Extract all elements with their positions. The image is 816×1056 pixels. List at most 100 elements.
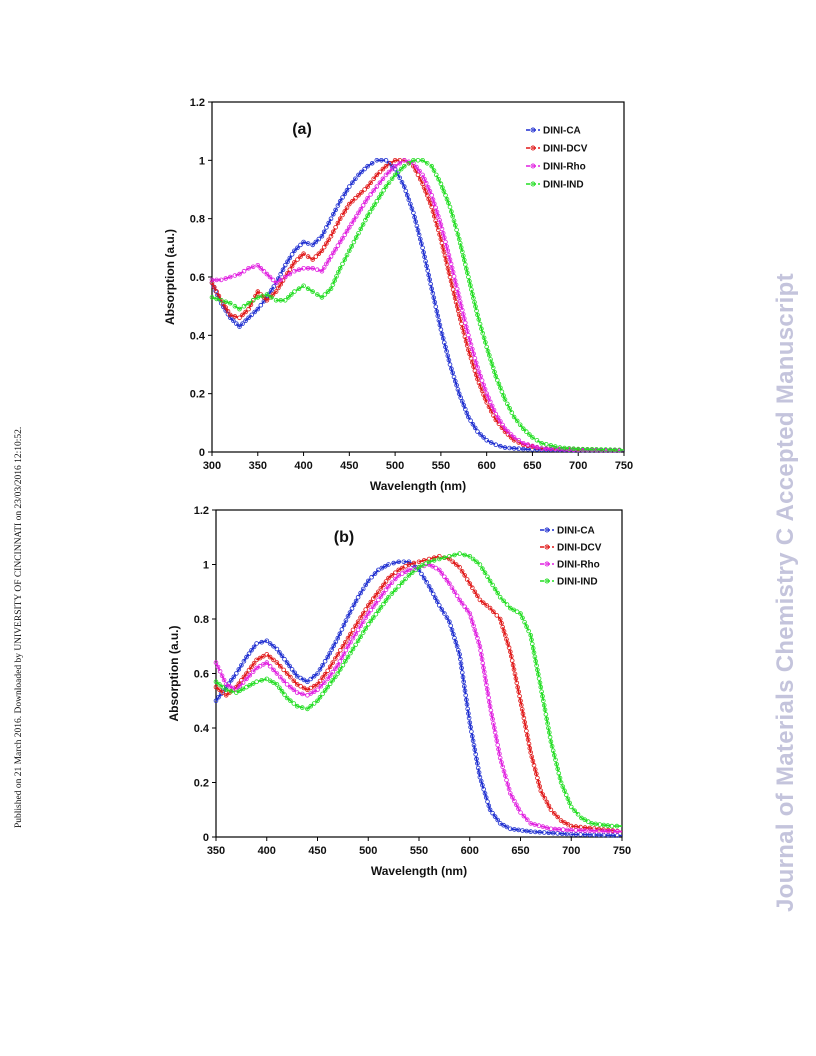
data-point: [258, 302, 264, 308]
data-point: [472, 368, 478, 374]
data-point: [610, 828, 616, 834]
data-point: [353, 214, 359, 219]
data-point: [413, 567, 418, 573]
data-point: [483, 340, 488, 345]
data-point: [480, 566, 485, 571]
data-point: [322, 688, 328, 693]
data-point: [322, 658, 328, 664]
data-point: [470, 556, 476, 562]
data-point: [488, 708, 494, 713]
data-point: [274, 671, 280, 676]
data-point: [490, 716, 495, 722]
data-point: [478, 648, 483, 653]
panel-label: (b): [334, 529, 354, 546]
data-point: [377, 180, 383, 185]
data-point: [538, 684, 544, 690]
data-point: [509, 658, 515, 663]
data-point: [475, 765, 481, 771]
data-point: [439, 571, 445, 576]
data-point: [254, 665, 259, 671]
data-point: [402, 158, 407, 163]
data-point: [544, 716, 550, 722]
data-point: [464, 702, 470, 707]
data-point: [505, 641, 511, 646]
data-point: [501, 393, 506, 398]
data-point: [337, 216, 343, 221]
data-point: [447, 556, 452, 562]
data-point: [216, 695, 221, 700]
data-point: [349, 244, 354, 249]
data-point: [466, 333, 471, 338]
data-point: [322, 671, 328, 677]
data-point: [486, 803, 492, 809]
data-point: [438, 222, 444, 227]
data-point: [481, 435, 486, 440]
data-point: [437, 322, 443, 328]
data-point: [368, 618, 374, 624]
data-point: [288, 684, 293, 690]
data-point: [430, 290, 436, 296]
data-point: [360, 586, 366, 592]
data-point: [403, 564, 408, 569]
data-point: [508, 432, 514, 437]
data-point: [366, 578, 371, 584]
x-tick-label: 750: [613, 845, 631, 857]
data-point: [397, 161, 403, 166]
data-point: [316, 251, 322, 257]
data-point: [301, 283, 306, 289]
data-point: [467, 611, 473, 616]
data-point: [601, 828, 606, 834]
data-point: [478, 778, 484, 784]
data-point: [282, 656, 287, 662]
data-point: [426, 584, 432, 589]
data-point: [444, 196, 450, 202]
data-point: [422, 254, 427, 260]
data-point: [240, 321, 245, 327]
data-point: [344, 228, 350, 234]
data-point: [340, 261, 345, 267]
data-point: [280, 267, 286, 273]
data-point: [544, 799, 550, 805]
data-point: [434, 209, 440, 215]
data-point: [353, 623, 358, 629]
data-point: [429, 286, 435, 292]
data-point: [376, 589, 381, 595]
x-tick-label: 550: [410, 845, 428, 857]
data-point: [271, 284, 277, 289]
data-point: [247, 673, 253, 678]
data-point: [399, 179, 405, 185]
data-point: [383, 587, 389, 592]
data-point: [491, 413, 496, 418]
data-point: [343, 618, 349, 623]
data-point: [459, 601, 465, 606]
data-point: [528, 829, 534, 834]
data-point: [528, 750, 534, 755]
data-point: [562, 445, 567, 451]
data-point: [258, 266, 264, 271]
data-point: [347, 610, 353, 615]
data-point: [237, 324, 242, 329]
x-axis-label: Wavelength (nm): [370, 479, 466, 493]
data-point: [445, 248, 451, 254]
data-point: [420, 245, 425, 251]
data-point: [483, 678, 489, 683]
data-point: [386, 169, 392, 175]
data-point: [468, 615, 474, 620]
data-point: [250, 681, 256, 686]
data-point: [596, 826, 602, 832]
data-point: [493, 442, 499, 448]
data-point: [396, 573, 402, 578]
data-point: [368, 607, 374, 613]
data-point: [458, 303, 464, 309]
series-dini-rho: [213, 562, 623, 834]
data-point: [337, 659, 343, 664]
data-point: [213, 698, 219, 704]
data-point: [417, 236, 423, 242]
data-point: [450, 559, 456, 565]
legend-label: DINI-IND: [543, 180, 584, 191]
data-point: [549, 743, 555, 749]
data-point: [447, 619, 452, 624]
data-point: [478, 432, 483, 437]
legend-label: DINI-Rho: [543, 162, 586, 173]
data-point: [246, 651, 252, 657]
